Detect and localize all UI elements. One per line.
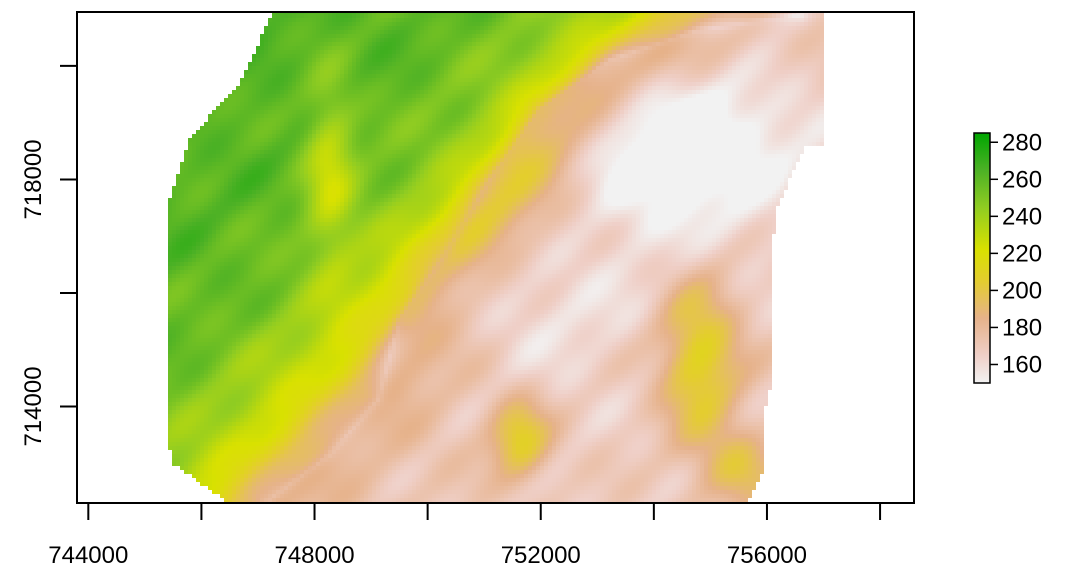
raster-layer [168, 12, 826, 503]
legend-tick-label: 160 [1002, 351, 1042, 378]
legend-color-bar [973, 132, 991, 384]
legend-tick-label: 200 [1002, 277, 1042, 304]
y-axis: 714000 718000 [20, 64, 78, 447]
y-tick-label: 714000 [20, 366, 47, 446]
legend-tick-label: 280 [1002, 129, 1042, 156]
x-axis: 744000 748000 752000 756000 [48, 502, 882, 569]
legend-tick-label: 240 [1002, 203, 1042, 230]
legend-tick-label: 180 [1002, 314, 1042, 341]
legend-tick-label: 260 [1002, 166, 1042, 193]
x-tick-label: 756000 [727, 542, 807, 569]
x-tick-label: 748000 [274, 542, 354, 569]
x-tick-label: 752000 [501, 542, 581, 569]
y-tick-label: 718000 [20, 139, 47, 219]
elevation-raster [168, 12, 826, 503]
x-tick-label: 744000 [48, 542, 128, 569]
legend-tick-label: 220 [1002, 240, 1042, 267]
color-legend: 160 180 200 220 240 260 280 [973, 129, 1042, 384]
